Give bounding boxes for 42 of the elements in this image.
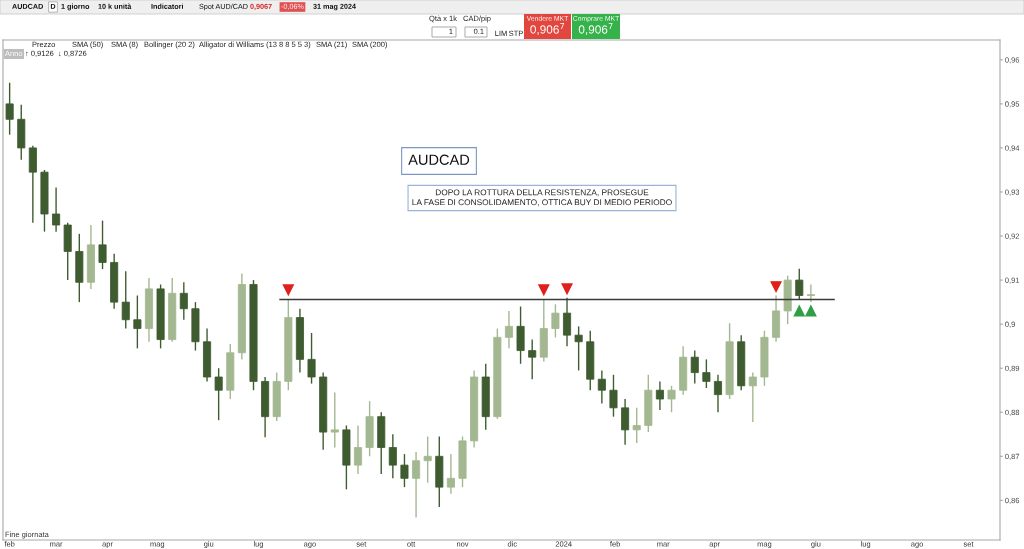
candlestick	[121, 270, 130, 330]
point	[805, 305, 817, 317]
candlestick	[690, 349, 699, 385]
candlestick	[574, 325, 583, 372]
candlestick	[655, 380, 664, 411]
candlestick	[667, 385, 676, 413]
text: 0,906$^{7}$	[578, 23, 613, 36]
candlestick	[528, 338, 537, 380]
candlestick	[179, 281, 188, 321]
candlestick	[748, 371, 757, 423]
candlestick	[307, 332, 316, 385]
candlestick	[551, 303, 560, 339]
candlestick	[330, 391, 339, 449]
point	[561, 283, 573, 295]
candlestick	[5, 82, 14, 136]
candlestick	[388, 433, 397, 480]
candlestick	[52, 186, 61, 233]
candlestick	[400, 453, 409, 488]
candlestick	[597, 369, 606, 405]
candlestick	[806, 283, 815, 303]
candlestick	[713, 374, 723, 413]
candlestick	[446, 453, 455, 495]
candlestick	[423, 435, 432, 484]
candlestick	[632, 407, 641, 444]
candlestick	[795, 267, 804, 301]
candlestick	[98, 219, 107, 270]
candlestick	[353, 424, 363, 475]
text: 0,906$^{7}$	[530, 23, 565, 36]
point	[282, 284, 294, 296]
point	[538, 284, 550, 296]
candlestick	[504, 310, 513, 350]
candlestick	[412, 451, 421, 519]
text: DOPO LA ROTTURA DELLA RESISTENZA, PROSEGUE LA FASE DI CONSOLIDAMENTO, OTTICA BUY DI MEDIO PERIODO	[412, 189, 672, 207]
candlestick	[563, 297, 572, 347]
candlestick	[702, 358, 711, 389]
candlestick	[133, 294, 142, 350]
point	[793, 305, 805, 317]
text: AUDCAD	[408, 154, 470, 165]
candlestick	[609, 374, 618, 418]
candlestick	[214, 367, 223, 421]
candlestick	[621, 398, 630, 446]
point	[770, 281, 782, 293]
